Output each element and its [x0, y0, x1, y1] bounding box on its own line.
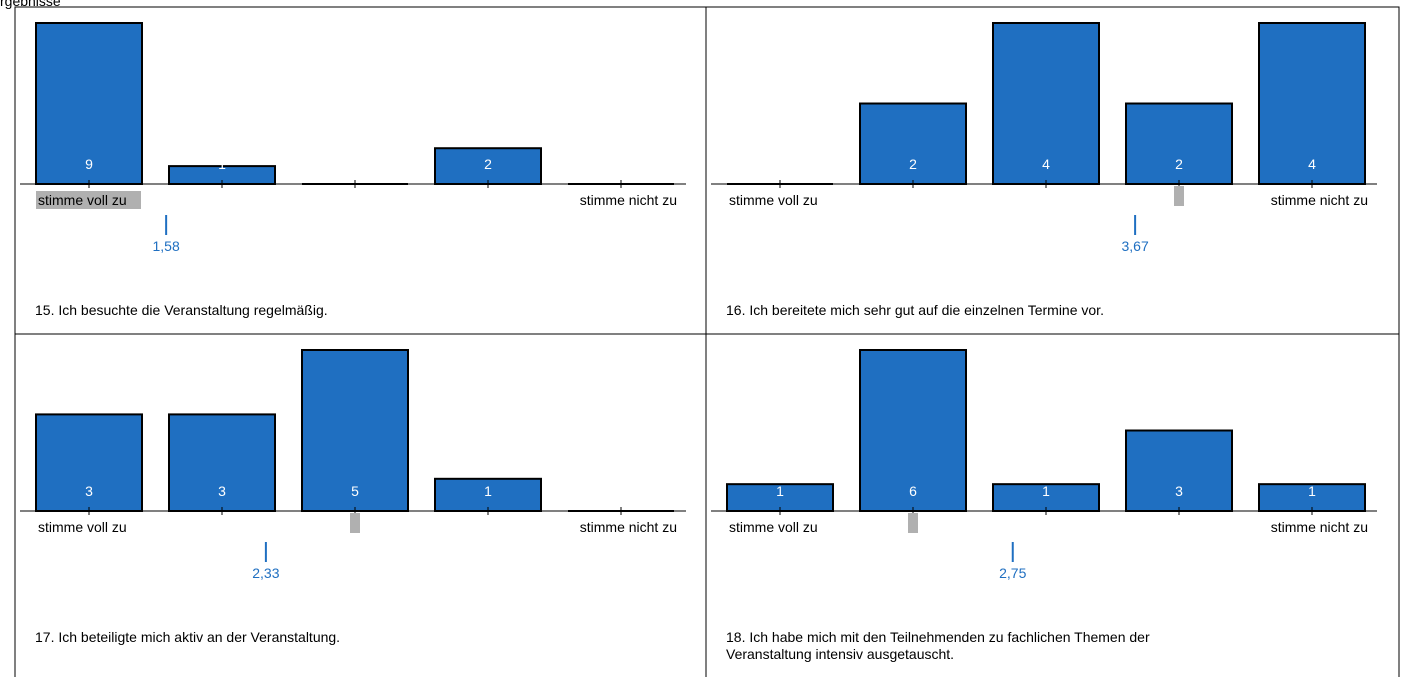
bar-4 [1125, 429, 1233, 512]
median-marker [1174, 186, 1184, 206]
question-text-line: 17. Ich beteiligte mich aktiv an der Ver… [35, 629, 340, 645]
scale-label-right: stimme nicht zu [1271, 519, 1368, 535]
bar-value-label: 1 [1042, 483, 1050, 499]
median-marker [908, 513, 918, 533]
bar-4 [434, 477, 542, 512]
bar-4 [1125, 102, 1233, 185]
bar-2 [859, 102, 967, 185]
bar-5 [1258, 483, 1366, 512]
scale-label-right: stimme nicht zu [580, 519, 677, 535]
bar-1 [35, 413, 143, 512]
bar-value-label: 3 [85, 483, 93, 499]
bar-value-label: 2 [1175, 156, 1183, 172]
bar-1 [726, 483, 834, 512]
bar-value-label: 5 [351, 483, 359, 499]
bar-value-label: 2 [484, 156, 492, 172]
question-text-line: 18. Ich habe mich mit den Teilnehmenden … [726, 629, 1150, 645]
bar-value-label: 3 [1175, 483, 1183, 499]
bar-value-label: 1 [776, 483, 784, 499]
scale-label-right: stimme nicht zu [1271, 192, 1368, 208]
bar-2 [168, 413, 276, 512]
question-text-line: 15. Ich besuchte die Veranstaltung regel… [35, 302, 328, 318]
mean-value-label: 2,75 [999, 565, 1026, 581]
scale-label-left: stimme voll zu [729, 519, 818, 535]
question-text-line: 16. Ich bereitete mich sehr gut auf die … [726, 302, 1104, 318]
bar-value-label: 1 [1308, 483, 1316, 499]
bar-4 [434, 147, 542, 186]
page-header: rgebnisse [0, 0, 61, 9]
bar-2 [859, 349, 967, 512]
chart-panel-2: 2 4 2 4 stimme voll zu stimme nicht zu 3,67 16.… [711, 22, 1377, 318]
bar-3 [301, 349, 409, 512]
bar-value-label: 4 [1042, 156, 1050, 172]
bar-value-label: 1 [218, 156, 226, 172]
scale-label-left: stimme voll zu [729, 192, 818, 208]
mean-value-label: 3,67 [1121, 238, 1148, 254]
scale-label-left: stimme voll zu [38, 192, 127, 208]
bar-value-label: 4 [1308, 156, 1316, 172]
mean-value-label: 1,58 [153, 238, 180, 254]
chart-panel-4: 1 6 1 3 1 stimme voll zu stimme nicht zu 2,75 18… [711, 349, 1377, 662]
grid-border [14, 6, 1400, 677]
bar-5 [1258, 22, 1366, 185]
bar-value-label: 1 [484, 483, 492, 499]
mean-value-label: 2,33 [252, 565, 279, 581]
scale-label-left: stimme voll zu [38, 519, 127, 535]
bar-1 [35, 22, 143, 185]
chart-panel-1: 9 1 2 stimme voll zu stimme nicht zu 1,58 15. … [20, 22, 686, 318]
chart-panel-3: 3 3 5 1 stimme voll zu stimme nicht zu 2,33 17.… [20, 349, 686, 645]
bar-value-label: 3 [218, 483, 226, 499]
scale-label-right: stimme nicht zu [580, 192, 677, 208]
bar-value-label: 9 [85, 156, 93, 172]
median-marker [350, 513, 360, 533]
bar-value-label: 2 [909, 156, 917, 172]
bar-value-label: 6 [909, 483, 917, 499]
left-label-highlight [36, 191, 141, 209]
question-text-line: Veranstaltung intensiv ausgetauscht. [726, 646, 954, 662]
